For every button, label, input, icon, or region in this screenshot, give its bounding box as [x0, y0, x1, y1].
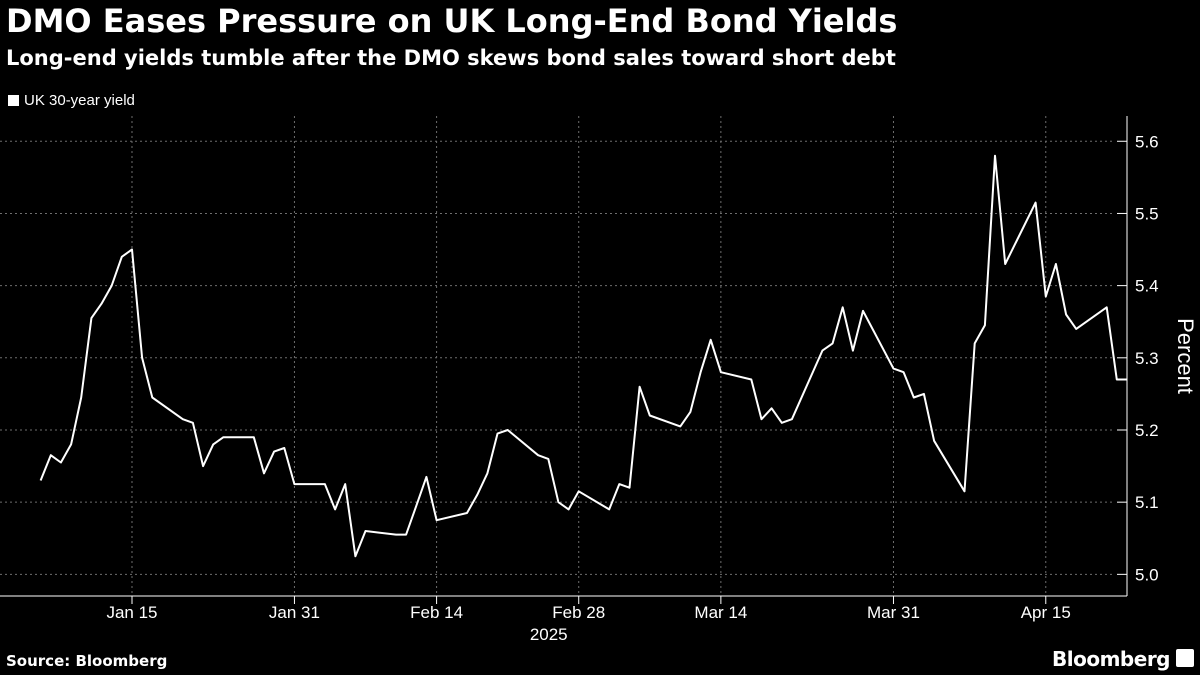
legend-swatch — [8, 95, 19, 106]
y-axis-title: Percent — [1173, 318, 1198, 394]
y-tick-label: 5.5 — [1135, 204, 1159, 223]
legend: UK 30-year yield — [8, 92, 135, 109]
y-tick-label: 5.2 — [1135, 421, 1159, 440]
x-axis-year-label: 2025 — [530, 625, 568, 644]
y-tick-label: 5.3 — [1135, 349, 1159, 368]
y-tick-label: 5.6 — [1135, 132, 1159, 151]
x-tick-label: Mar 14 — [694, 603, 747, 622]
x-tick-label: Jan 31 — [269, 603, 320, 622]
x-tick-label: Feb 28 — [552, 603, 605, 622]
x-tick-label: Feb 14 — [410, 603, 463, 622]
bloomberg-logo: Bloomberg — [1052, 647, 1170, 671]
x-tick-label: Jan 15 — [106, 603, 157, 622]
legend-label: UK 30-year yield — [24, 92, 135, 109]
chart-title: DMO Eases Pressure on UK Long-End Bond Y… — [6, 2, 898, 40]
y-tick-label: 5.1 — [1135, 493, 1159, 512]
y-tick-label: 5.4 — [1135, 277, 1159, 296]
source-note: Source: Bloomberg — [6, 652, 168, 670]
bloomberg-terminal-icon — [1176, 649, 1194, 667]
y-tick-label: 5.0 — [1135, 565, 1159, 584]
x-tick-label: Mar 31 — [867, 603, 920, 622]
chart-subtitle: Long-end yields tumble after the DMO ske… — [6, 46, 896, 70]
x-tick-label: Apr 15 — [1021, 603, 1071, 622]
series-line-uk-30-year-yield — [39, 154, 1127, 558]
